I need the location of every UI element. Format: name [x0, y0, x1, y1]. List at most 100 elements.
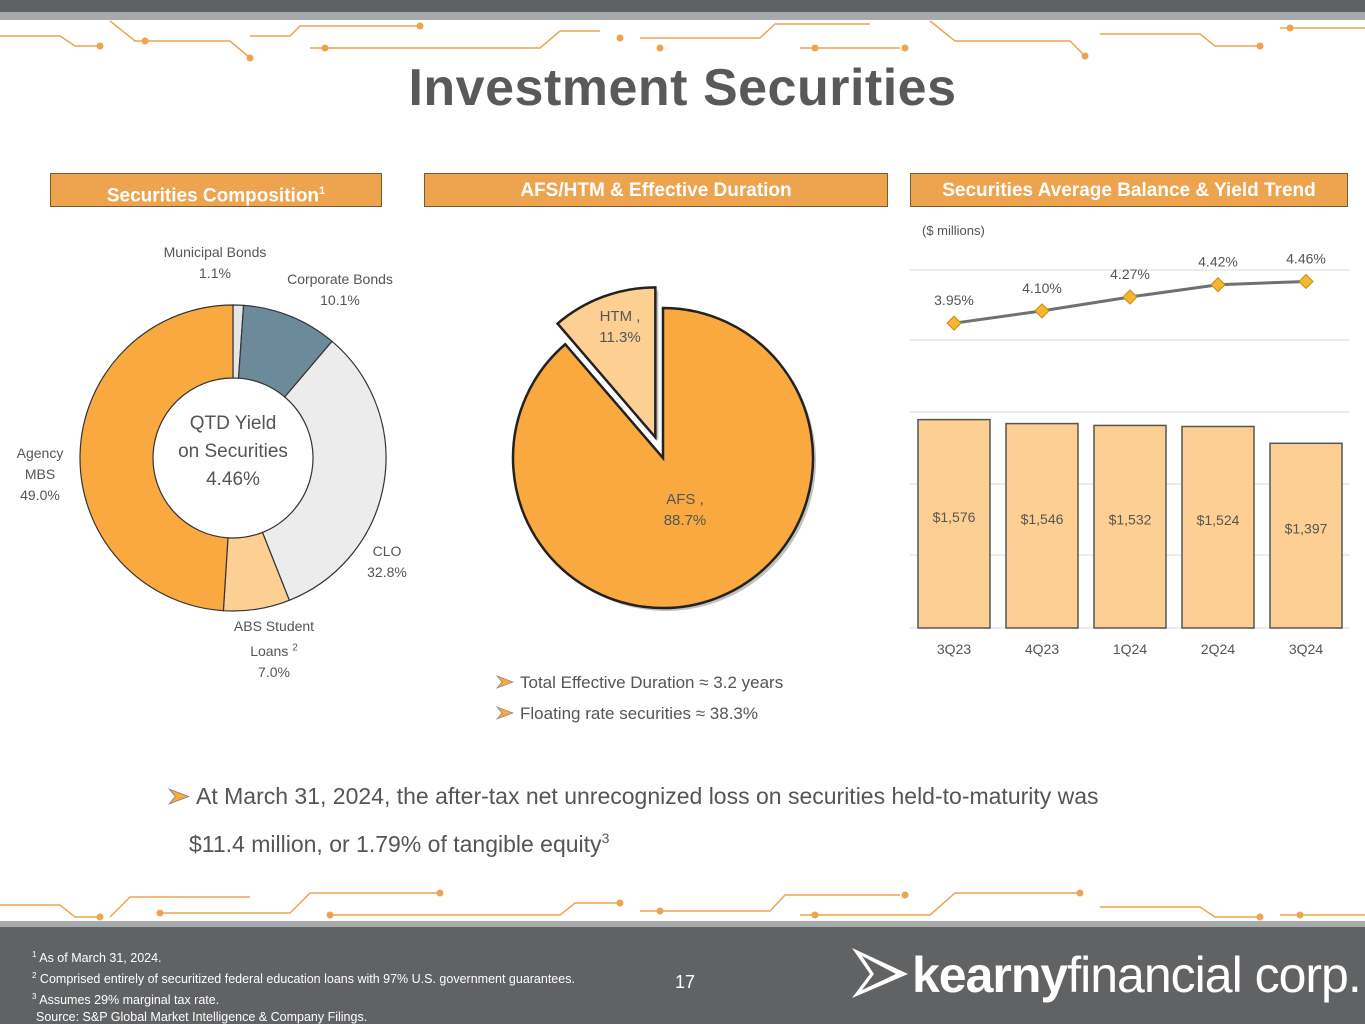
- bar-3Q23: [917, 418, 991, 629]
- donut-center-line1: QTD Yield: [189, 413, 277, 434]
- main-bullet: At March 31, 2024, the after-tax net unr…: [168, 775, 1099, 865]
- bottom-bar-accent: [0, 921, 1365, 928]
- donut-slice-clo: [261, 340, 387, 602]
- main-bullet-line2: $11.4 million, or 1.79% of tangible equi…: [189, 830, 602, 857]
- logo-arrow-icon: [852, 948, 908, 998]
- balance-yield-chart: $1,576 3Q23 $1,546 4Q23 $1,532 1Q24 $1,524 2Q24…: [910, 250, 1350, 657]
- yield-marker: [1122, 289, 1138, 305]
- footnote-3-sup: 3: [32, 992, 37, 1002]
- slice-label-clo-name: CLO: [372, 543, 402, 559]
- duration-bullet-1: Total Effective Duration ≈ 3.2 years: [496, 673, 783, 693]
- yield-value-label: 4.42%: [1198, 254, 1238, 270]
- composition-donut-chart: [79, 304, 387, 612]
- slice-label-agency-name-1: Agency: [16, 445, 64, 461]
- top-bar-accent: [0, 12, 1365, 20]
- logo-wordmark-bold: kearny: [912, 947, 1068, 1003]
- slice-label-afs-name: AFS ,: [666, 491, 704, 508]
- yield-value-label: 4.10%: [1022, 280, 1062, 296]
- pie-slice-htm: [555, 286, 657, 441]
- bottom-bar: [0, 927, 1365, 1024]
- slice-label-htm-name: HTM ,: [599, 308, 641, 325]
- yield-marker: [1034, 303, 1050, 319]
- slice-label-htm-value: 11.3%: [599, 329, 641, 346]
- x-tick-label: 3Q23: [937, 641, 971, 657]
- slice-label-htm: HTM , 11.3%: [585, 306, 655, 348]
- composition-header-text: Securities Composition: [106, 185, 320, 207]
- x-tick-label: 2Q24: [1201, 641, 1235, 657]
- slice-label-abs-value: 7.0%: [258, 663, 290, 680]
- donut-center-line3: 4.46%: [206, 469, 260, 490]
- afs-htm-pie-chart: [511, 286, 816, 611]
- bar-3Q24: [1269, 442, 1343, 629]
- circuit-decoration-top: [0, 20, 1365, 62]
- bar-value-label: $1,532: [1109, 512, 1152, 528]
- yield-marker: [946, 315, 962, 331]
- slice-label-corporate-value: 10.1%: [320, 292, 360, 308]
- x-tick-label: 1Q24: [1113, 641, 1147, 657]
- bar-value-label: $1,397: [1285, 521, 1328, 537]
- trend-header: Securities Average Balance & Yield Trend: [910, 173, 1348, 207]
- footnote-2-text: Comprised entirely of securitized federa…: [36, 972, 575, 987]
- donut-center-line2: on Securities: [178, 441, 288, 462]
- slice-label-clo-value: 32.8%: [367, 564, 407, 580]
- slice-label-afs-value: 88.7%: [663, 512, 707, 529]
- footnote-3-text: Assumes 29% marginal tax rate.: [36, 993, 220, 1008]
- slice-label-abs-name-1: ABS Student: [233, 618, 315, 634]
- footnote-2: 2 Comprised entirely of securitized fede…: [32, 967, 575, 988]
- duration-bullet-1-text: Total Effective Duration ≈ 3.2 years: [520, 673, 784, 692]
- afs-htm-header: AFS/HTM & Effective Duration: [424, 173, 888, 207]
- top-bar: [0, 0, 1365, 12]
- footnote-1-sup: 1: [32, 950, 37, 959]
- bar-4Q23: [1005, 422, 1079, 629]
- donut-slice-agency-mbs: [79, 304, 234, 612]
- company-logo: kearnyfinancial corp.: [850, 944, 1362, 1014]
- slice-label-municipal: Municipal Bonds 1.1%: [140, 242, 290, 284]
- bar-1Q24: [1093, 424, 1167, 629]
- slice-label-clo: CLO 32.8%: [352, 541, 422, 583]
- duration-bullet-2-text: Floating rate securities ≈ 38.3%: [520, 704, 758, 723]
- footnote-1: 1 As of March 31, 2024.: [32, 946, 575, 967]
- x-tick-label: 4Q23: [1025, 641, 1059, 657]
- bar-value-label: $1,576: [933, 509, 976, 525]
- slice-label-municipal-value: 1.1%: [199, 265, 231, 281]
- slice-label-abs-sup: 2: [292, 642, 298, 653]
- logo-wordmark-light: financial corp.: [1067, 947, 1361, 1003]
- trend-units: ($ millions): [922, 223, 985, 238]
- main-bullet-line1: At March 31, 2024, the after-tax net unr…: [196, 783, 1099, 809]
- duration-bullet-2: Floating rate securities ≈ 38.3%: [496, 704, 758, 724]
- footnote-3: 3 Assumes 29% marginal tax rate.: [32, 988, 575, 1009]
- bar-value-label: $1,546: [1021, 511, 1064, 527]
- slice-label-municipal-name: Municipal Bonds: [163, 244, 267, 260]
- bar-value-label: $1,524: [1197, 512, 1240, 528]
- footnote-1-text: As of March 31, 2024.: [36, 951, 162, 966]
- slice-label-corporate: Corporate Bonds 10.1%: [270, 269, 410, 311]
- main-bullet-sup: 3: [601, 830, 610, 846]
- slice-label-agency-value: 49.0%: [20, 487, 60, 503]
- slice-label-afs: AFS , 88.7%: [640, 489, 730, 531]
- bar-2Q24: [1181, 425, 1255, 629]
- arrow-bullet-icon: [496, 706, 514, 720]
- x-tick-label: 3Q24: [1289, 641, 1323, 657]
- pie-slice-afs: [511, 306, 815, 610]
- donut-center-text: QTD Yield on Securities 4.46%: [158, 410, 308, 494]
- slice-label-agency: Agency MBS 49.0%: [5, 443, 75, 506]
- composition-header-sup: 1: [319, 185, 326, 197]
- slice-label-corporate-name: Corporate Bonds: [287, 271, 393, 287]
- slice-label-abs: ABS Student Loans 2 7.0%: [219, 616, 329, 683]
- yield-value-label: 4.27%: [1110, 266, 1150, 282]
- circuit-decoration-bottom: [0, 889, 1365, 921]
- arrow-bullet-icon: [168, 788, 190, 805]
- arrow-bullet-icon: [496, 675, 514, 689]
- yield-marker: [1298, 273, 1314, 290]
- slice-label-abs-name-2: Loans 2: [250, 642, 298, 659]
- footnote-2-sup: 2: [32, 971, 37, 981]
- footnote-source: Source: S&P Global Market Intelligence &…: [36, 1010, 368, 1025]
- slide-title: Investment Securities: [408, 59, 957, 117]
- footnotes: 1 As of March 31, 2024. 2 Comprised enti…: [32, 946, 575, 1026]
- composition-header: Securities Composition1: [50, 173, 382, 207]
- slice-label-agency-name-2: MBS: [24, 466, 56, 482]
- yield-marker: [1210, 277, 1226, 293]
- yield-value-label: 4.46%: [1286, 250, 1326, 266]
- page-number: 17: [675, 972, 696, 992]
- yield-value-label: 3.95%: [934, 292, 974, 308]
